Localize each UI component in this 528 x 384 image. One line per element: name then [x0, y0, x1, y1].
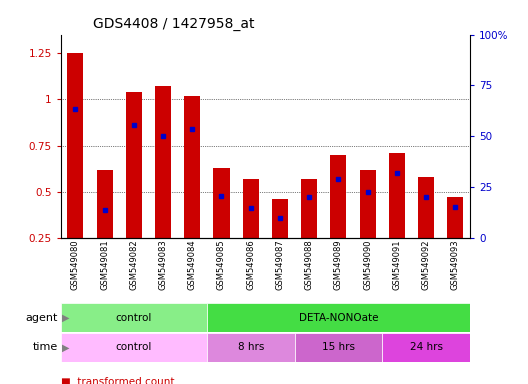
- Text: 8 hrs: 8 hrs: [238, 342, 264, 353]
- Bar: [97, 170, 112, 284]
- Bar: [360, 170, 375, 284]
- Text: control: control: [116, 313, 152, 323]
- Text: DETA-NONOate: DETA-NONOate: [299, 313, 378, 323]
- Text: ▶: ▶: [62, 342, 69, 353]
- Bar: [67, 53, 83, 284]
- Bar: [207, 303, 470, 332]
- Bar: [447, 197, 464, 284]
- Bar: [61, 333, 207, 362]
- Text: 15 hrs: 15 hrs: [322, 342, 355, 353]
- Text: ▶: ▶: [62, 313, 69, 323]
- Bar: [418, 177, 434, 284]
- Bar: [213, 168, 230, 284]
- Bar: [243, 179, 259, 284]
- Text: control: control: [116, 342, 152, 353]
- Bar: [184, 96, 200, 284]
- Bar: [389, 153, 405, 284]
- Text: time: time: [33, 342, 58, 353]
- Text: 24 hrs: 24 hrs: [410, 342, 442, 353]
- Bar: [382, 333, 470, 362]
- Bar: [301, 179, 317, 284]
- Text: GDS4408 / 1427958_at: GDS4408 / 1427958_at: [93, 17, 255, 31]
- Bar: [331, 155, 346, 284]
- Bar: [295, 333, 382, 362]
- Bar: [272, 199, 288, 284]
- Bar: [155, 86, 171, 284]
- Bar: [207, 333, 295, 362]
- Text: ■  transformed count: ■ transformed count: [61, 377, 174, 384]
- Bar: [126, 92, 142, 284]
- Text: agent: agent: [26, 313, 58, 323]
- Bar: [61, 303, 207, 332]
